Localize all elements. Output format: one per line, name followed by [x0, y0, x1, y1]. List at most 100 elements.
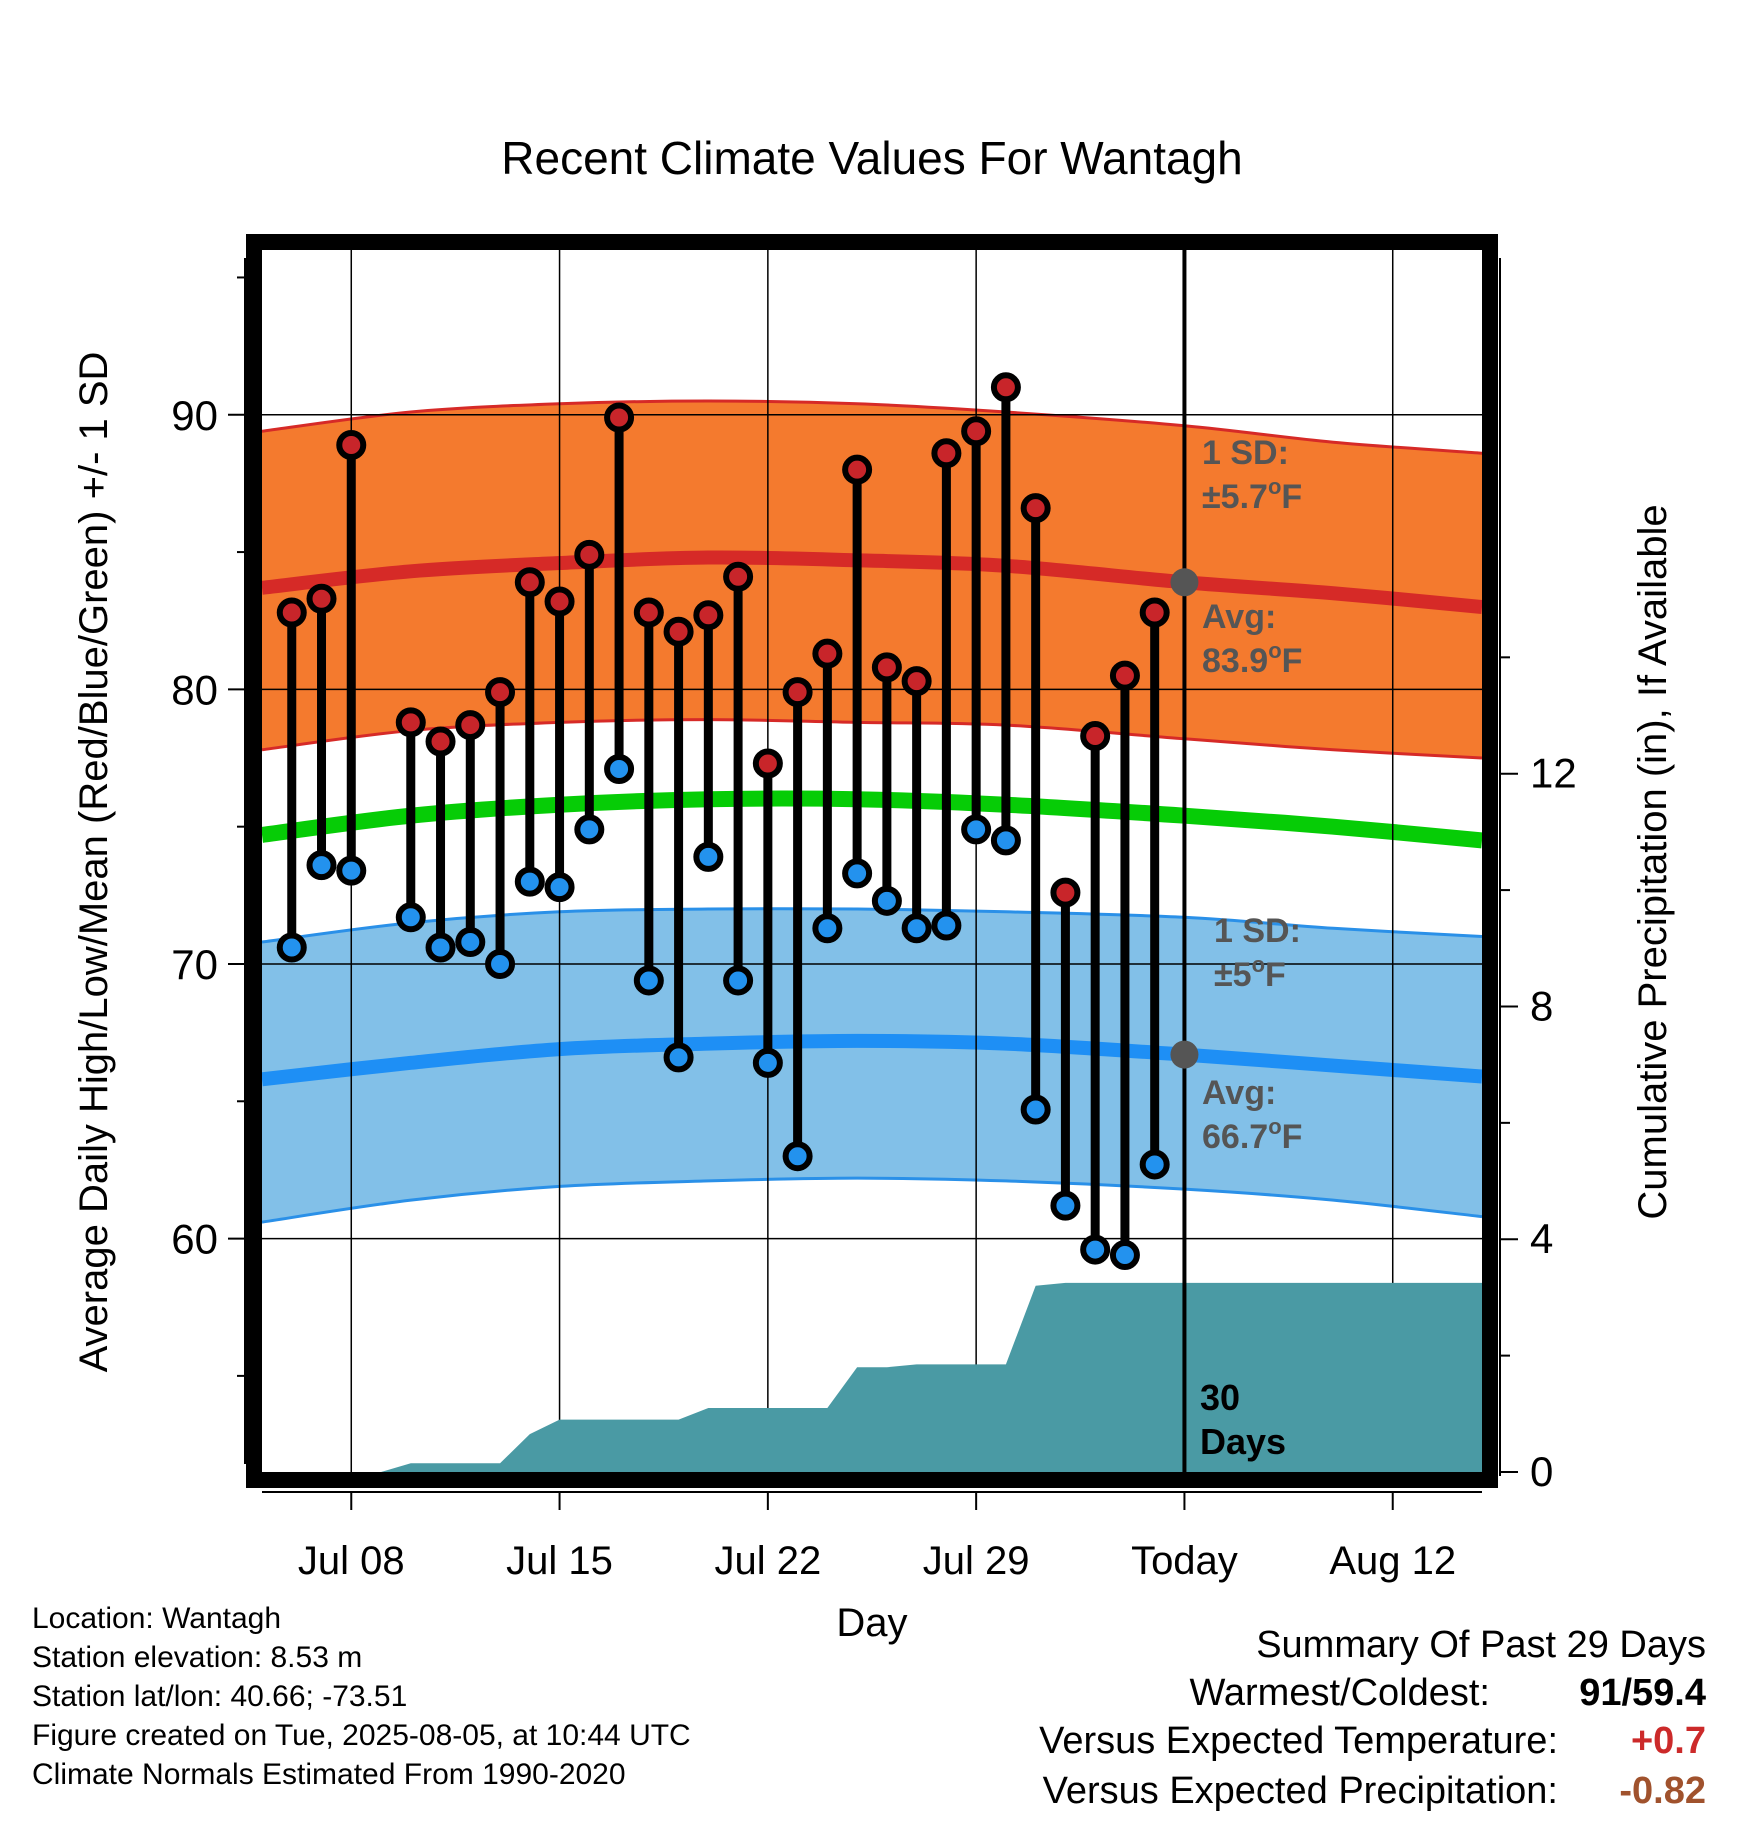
summary-precip-label: Versus Expected Precipitation:: [1042, 1770, 1558, 1812]
low-point: [633, 965, 664, 996]
chart-title: Recent Climate Values For Wantagh: [501, 132, 1242, 184]
high-point: [544, 586, 575, 617]
low-sd-band: [262, 908, 1482, 1223]
low-point: [663, 1042, 694, 1073]
high-avg-label: Avg:: [1202, 598, 1276, 636]
low-avg-label: Avg:: [1202, 1074, 1276, 1112]
plot-frame: [246, 234, 1498, 1488]
low-point: [455, 927, 486, 958]
low-sd-band-upper-edge: [262, 907, 1482, 944]
high-point: [306, 583, 337, 614]
y-left-tick-label: 70: [171, 941, 218, 988]
low-point: [812, 913, 843, 944]
low-point: [990, 825, 1021, 856]
low-point: [871, 885, 902, 916]
low-point: [306, 850, 337, 881]
summary-slash: /: [1621, 1672, 1633, 1714]
info-latlon: Station lat/lon: 40.66; -73.51: [32, 1680, 408, 1713]
summary-cold-value: 59.4: [1632, 1672, 1706, 1714]
low-point: [961, 814, 992, 845]
low-point: [514, 866, 545, 897]
high-point: [693, 600, 724, 631]
high-point: [842, 454, 873, 485]
low-avg-line: [262, 1033, 1482, 1087]
high-avg-value: 83.9oF: [1202, 638, 1302, 680]
high-point: [1080, 721, 1111, 752]
high-point: [812, 638, 843, 669]
x-tick-label: Jul 29: [923, 1539, 1030, 1583]
high-point: [574, 539, 605, 570]
high-sd-value: ±5.7oF: [1202, 474, 1302, 516]
low-avg-value-unit: F: [1282, 1118, 1303, 1156]
summary-precip-value: -0.82: [1619, 1770, 1706, 1812]
high-point: [395, 707, 426, 738]
low-point: [901, 913, 932, 944]
summary-temp-label: Versus Expected Temperature:: [1039, 1720, 1558, 1762]
low-point: [425, 932, 456, 963]
low-point: [782, 1141, 813, 1172]
high-point: [990, 372, 1021, 403]
low-point: [1050, 1190, 1081, 1221]
high-point: [961, 416, 992, 447]
y-left-tick-label: 90: [171, 392, 218, 439]
low-avg-value: 66.7oF: [1202, 1114, 1302, 1156]
high-sd-label: 1 SD:: [1202, 434, 1289, 472]
low-point: [544, 872, 575, 903]
high-sd-band-upper-edge: [262, 399, 1482, 455]
summary-title: Summary Of Past 29 Days: [1256, 1624, 1706, 1666]
high-point: [1109, 660, 1140, 691]
high-point: [752, 748, 783, 779]
high-point: [931, 438, 962, 469]
low-point: [485, 948, 516, 979]
low-avg-value-value: 66.7: [1202, 1118, 1268, 1156]
precip-area: [262, 1282, 1482, 1472]
high-avg-value-degree: o: [1268, 638, 1281, 663]
high-point: [514, 567, 545, 598]
high-point: [1139, 597, 1170, 628]
low-point: [752, 1047, 783, 1078]
x-tick-label: Today: [1131, 1539, 1238, 1583]
high-point: [1020, 493, 1051, 524]
low-point: [931, 910, 962, 941]
high-point: [1050, 877, 1081, 908]
info-location: Location: Wantagh: [32, 1602, 282, 1635]
high-point: [901, 666, 932, 697]
today-high-avg-marker: [1170, 568, 1199, 597]
high-point: [425, 726, 456, 757]
high-point: [633, 597, 664, 628]
high-point: [485, 677, 516, 708]
days-word: Days: [1200, 1421, 1286, 1462]
info-created: Figure created on Tue, 2025-08-05, at 10…: [32, 1719, 691, 1752]
high-point: [604, 402, 635, 433]
high-avg-value-value: 83.9: [1202, 642, 1268, 680]
high-point: [455, 710, 486, 741]
low-sd-label: 1 SD:: [1214, 912, 1301, 950]
y-right-tick-label: 0: [1530, 1448, 1553, 1495]
low-point: [842, 858, 873, 889]
summary-temp-value: +0.7: [1630, 1720, 1706, 1762]
y-axis-right-title: Cumulative Precipitation (in), If Availa…: [1631, 504, 1675, 1219]
y-left-tick-label: 80: [171, 666, 218, 713]
y-right-tick-label: 12: [1530, 750, 1577, 797]
info-normals: Climate Normals Estimated From 1990-2020: [32, 1758, 626, 1791]
high-point: [782, 677, 813, 708]
x-tick-label: Jul 22: [714, 1539, 821, 1583]
high-point: [336, 429, 367, 460]
x-tick-label: Aug 12: [1329, 1539, 1456, 1583]
y-left-tick-label: 60: [171, 1216, 218, 1263]
x-axis-title: Day: [836, 1601, 907, 1645]
high-avg-value-unit: F: [1282, 642, 1303, 680]
low-point: [276, 932, 307, 963]
low-avg-value-degree: o: [1268, 1114, 1281, 1139]
high-point: [723, 561, 754, 592]
high-sd-value-degree: o: [1268, 474, 1281, 499]
summary-warm-cold-label: Warmest/Coldest:: [1189, 1672, 1490, 1714]
low-point: [395, 902, 426, 933]
low-point: [604, 754, 635, 785]
high-sd-value-unit: F: [1281, 478, 1302, 516]
low-point: [723, 965, 754, 996]
summary-warm-cold-value: 91/59.4: [1579, 1672, 1706, 1715]
high-sd-band: [262, 401, 1482, 759]
